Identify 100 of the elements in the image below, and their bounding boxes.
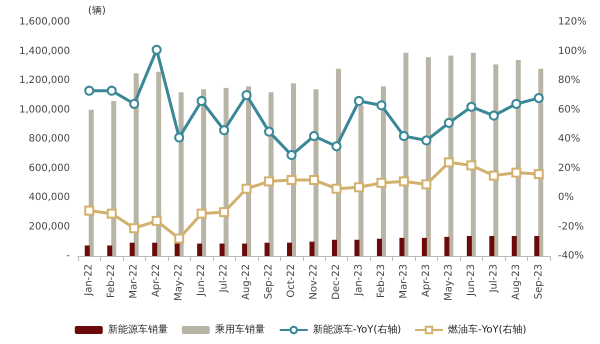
point bbox=[488, 110, 499, 121]
x-tick-label: Mar-22 bbox=[128, 264, 140, 299]
x-tick-label: Jul-22 bbox=[218, 264, 230, 294]
x-tick-label: Nov-22 bbox=[308, 264, 320, 300]
bar bbox=[84, 245, 90, 256]
x-tick-label: May-23 bbox=[443, 264, 454, 301]
x-tick-label: Sep-23 bbox=[533, 264, 544, 300]
point bbox=[534, 169, 544, 180]
point bbox=[242, 184, 252, 194]
y-tick-label: 1,400,000 bbox=[19, 46, 70, 57]
bar bbox=[220, 244, 225, 256]
bar bbox=[88, 110, 94, 256]
x-tick-label: Apr-23 bbox=[420, 264, 432, 297]
bar bbox=[310, 242, 314, 256]
point bbox=[264, 176, 274, 186]
bar bbox=[489, 236, 494, 256]
y-tick-label: 200,000 bbox=[28, 221, 70, 232]
point bbox=[466, 160, 476, 170]
point bbox=[84, 206, 94, 216]
x-tick-label: Mar-23 bbox=[398, 264, 410, 299]
x-tick-label: May-22 bbox=[174, 264, 185, 301]
point bbox=[152, 44, 162, 55]
point bbox=[376, 178, 386, 188]
point bbox=[219, 125, 230, 136]
y2-tick-label: -40% bbox=[558, 250, 584, 262]
bar bbox=[130, 242, 135, 256]
y2-tick-label: 0% bbox=[558, 192, 574, 203]
x-tick-label: Jan-22 bbox=[84, 264, 95, 297]
point bbox=[264, 126, 274, 137]
y-tick-label: 600,000 bbox=[28, 162, 70, 174]
point bbox=[286, 150, 297, 160]
point bbox=[174, 233, 184, 244]
bar bbox=[242, 244, 248, 256]
x-tick-label: Feb-22 bbox=[106, 264, 118, 298]
point bbox=[106, 208, 117, 219]
point bbox=[534, 93, 544, 104]
point bbox=[488, 170, 499, 181]
y-tick-label: 400,000 bbox=[28, 192, 70, 203]
bar bbox=[376, 238, 382, 256]
point bbox=[219, 207, 230, 218]
point bbox=[331, 184, 342, 194]
x-tick-label: Oct-22 bbox=[286, 264, 298, 298]
bar bbox=[152, 242, 158, 256]
y-tick-label: 1,600,000 bbox=[19, 16, 70, 28]
point bbox=[398, 131, 409, 142]
y-tick-label: 1,000,000 bbox=[19, 104, 70, 116]
point bbox=[421, 179, 432, 190]
x-tick-label: Apr-22 bbox=[151, 264, 162, 297]
point bbox=[354, 96, 364, 106]
point bbox=[331, 141, 342, 152]
bar bbox=[287, 242, 292, 256]
y-axis-title: (辆) bbox=[88, 4, 106, 16]
x-tick-label: Jun-22 bbox=[196, 264, 208, 297]
y2-tick-label: 100% bbox=[558, 46, 587, 57]
bar bbox=[264, 242, 270, 256]
legend-label: 新能源车销量 bbox=[108, 324, 168, 336]
bar bbox=[534, 236, 540, 256]
bar bbox=[354, 240, 360, 256]
point bbox=[84, 86, 94, 96]
legend-label: 乘用车销量 bbox=[214, 324, 265, 336]
y2-tick-label: 120% bbox=[558, 16, 587, 28]
bar bbox=[399, 238, 404, 256]
y-tick-label: 800,000 bbox=[28, 134, 70, 144]
point bbox=[376, 100, 386, 110]
point bbox=[354, 182, 364, 192]
bar bbox=[444, 236, 450, 256]
point bbox=[174, 132, 184, 143]
point bbox=[511, 168, 522, 178]
point bbox=[106, 86, 117, 96]
x-tick-label: Feb-23 bbox=[376, 264, 387, 298]
point bbox=[129, 98, 140, 109]
bar bbox=[156, 72, 162, 256]
point bbox=[286, 174, 297, 185]
point bbox=[466, 102, 476, 112]
y2-tick-label: 60% bbox=[558, 104, 580, 116]
x-tick-label: Aug-23 bbox=[510, 264, 522, 300]
bar bbox=[197, 244, 202, 256]
point bbox=[511, 98, 522, 109]
bar bbox=[422, 238, 427, 256]
point bbox=[309, 131, 319, 142]
point bbox=[196, 208, 207, 219]
x-tick-label: Aug-22 bbox=[241, 264, 252, 300]
point bbox=[421, 135, 432, 146]
point bbox=[309, 174, 319, 185]
point bbox=[444, 157, 454, 168]
y2-tick-label: 40% bbox=[558, 134, 580, 144]
point bbox=[196, 96, 207, 106]
bar bbox=[111, 100, 116, 256]
legend-label: 新能源车-YoY(右轴) bbox=[312, 324, 402, 336]
point bbox=[152, 216, 162, 226]
point bbox=[398, 176, 409, 186]
y2-tick-label: -20% bbox=[558, 221, 584, 232]
y2-tick-label: 20% bbox=[558, 162, 580, 174]
x-tick-label: Jul-23 bbox=[488, 264, 500, 294]
x-tick-label: Jun-23 bbox=[466, 264, 477, 297]
point bbox=[242, 90, 252, 100]
bar bbox=[466, 236, 472, 256]
x-tick-label: Sep-22 bbox=[264, 264, 275, 300]
x-tick-label: Jan-23 bbox=[353, 264, 364, 297]
bar bbox=[107, 245, 112, 256]
